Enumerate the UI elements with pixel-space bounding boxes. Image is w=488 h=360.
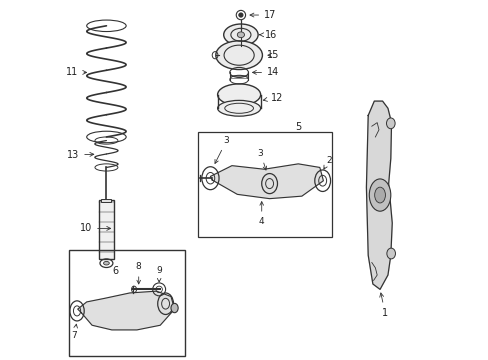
Polygon shape [210, 164, 323, 199]
Text: 12: 12 [263, 93, 283, 103]
Polygon shape [78, 291, 174, 330]
Text: 2: 2 [323, 156, 331, 169]
Text: 10: 10 [80, 224, 110, 233]
Ellipse shape [386, 118, 394, 129]
Ellipse shape [217, 84, 260, 105]
Text: 3: 3 [215, 136, 229, 163]
Ellipse shape [238, 13, 243, 17]
Bar [101, 199, 111, 202]
Text: 9: 9 [156, 266, 162, 282]
Text: 3: 3 [257, 149, 266, 170]
Text: 5: 5 [294, 122, 300, 132]
Text: 7: 7 [71, 324, 77, 341]
Text: 13: 13 [67, 150, 94, 160]
Ellipse shape [374, 187, 385, 203]
Text: 1: 1 [379, 293, 387, 318]
Text: 8: 8 [136, 262, 142, 284]
Ellipse shape [217, 100, 260, 116]
Ellipse shape [171, 303, 178, 313]
Ellipse shape [386, 248, 395, 259]
Text: 16: 16 [259, 30, 277, 40]
Ellipse shape [103, 261, 109, 265]
Bar [198, 132, 332, 237]
Ellipse shape [368, 179, 390, 211]
Ellipse shape [237, 32, 244, 38]
Ellipse shape [215, 41, 262, 69]
Text: 11: 11 [66, 67, 86, 77]
Text: 15: 15 [266, 50, 279, 60]
Text: 17: 17 [249, 10, 276, 20]
Ellipse shape [223, 24, 258, 45]
Polygon shape [366, 101, 391, 289]
Bar [69, 250, 185, 356]
Bar [99, 200, 114, 259]
Text: 14: 14 [252, 67, 279, 77]
Text: 4: 4 [258, 202, 264, 226]
Text: 6: 6 [112, 266, 118, 276]
